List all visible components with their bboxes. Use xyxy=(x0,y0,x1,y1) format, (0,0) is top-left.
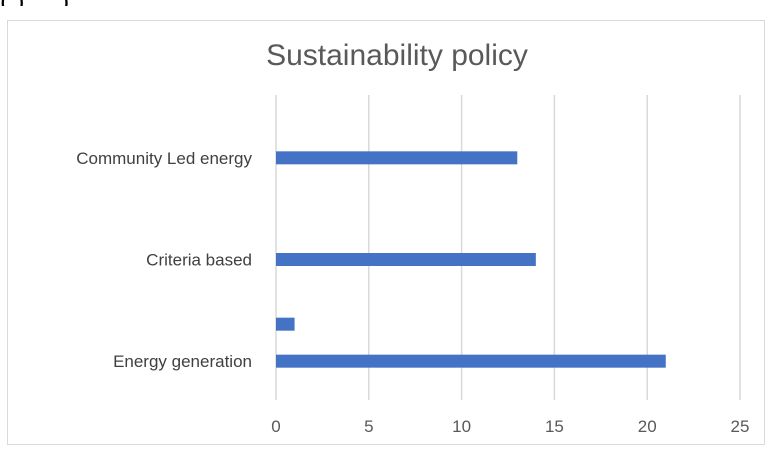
x-tick-label: 15 xyxy=(545,417,564,436)
bars xyxy=(276,151,666,368)
chart-title: Sustainability policy xyxy=(266,39,528,72)
x-tick-label: 20 xyxy=(638,417,657,436)
category-label: Criteria based xyxy=(146,251,252,270)
x-axis-ticks: 0 5 10 15 20 25 xyxy=(271,417,749,436)
chart-area xyxy=(7,20,765,445)
bar xyxy=(276,253,536,266)
category-labels: Community Led energy Criteria based Energy… xyxy=(76,149,252,371)
x-tick-label: 10 xyxy=(452,417,471,436)
cropped-heading-fragment: ( ) , , ) xyxy=(0,0,770,6)
x-tick-label: 25 xyxy=(731,417,750,436)
category-label: Community Led energy xyxy=(76,149,252,168)
category-label: Energy generation xyxy=(113,352,252,371)
x-tick-label: 0 xyxy=(271,417,280,436)
gridlines xyxy=(275,95,741,400)
bar xyxy=(276,354,666,368)
bar xyxy=(276,317,295,331)
x-tick-label: 5 xyxy=(364,417,373,436)
bar xyxy=(276,151,518,165)
